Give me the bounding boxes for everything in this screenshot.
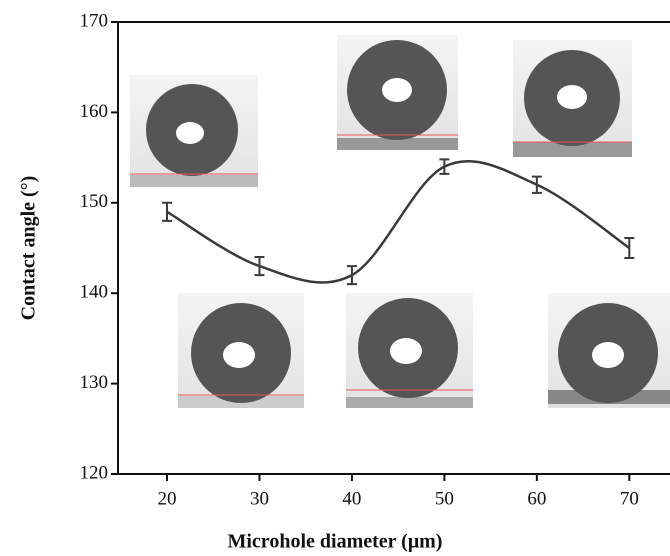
droplet-image (513, 40, 632, 157)
error-bar (439, 158, 450, 175)
x-tick-label: 20 (158, 488, 177, 509)
y-tick-label: 130 (80, 372, 109, 393)
x-axis-title: Microhole diameter (μm) (228, 531, 443, 553)
error-bar (624, 237, 635, 259)
y-tick-label: 160 (80, 101, 109, 122)
error-bar (162, 201, 173, 222)
droplet-image (548, 293, 670, 408)
error-bar (254, 256, 265, 277)
y-tick-label: 150 (80, 191, 109, 212)
x-tick-label: 50 (435, 488, 454, 509)
droplet-image (178, 293, 304, 408)
droplet-image (337, 35, 458, 150)
error-bar (346, 265, 357, 286)
x-tick-label: 30 (250, 488, 269, 509)
y-tick-label: 120 (80, 462, 109, 483)
series-line (166, 159, 631, 284)
x-tick-label: 70 (620, 488, 639, 509)
droplet-images (130, 35, 670, 408)
droplet-image (130, 75, 258, 187)
y-axis-title: Contact angle (°) (18, 176, 40, 321)
y-tick-label: 170 (80, 10, 109, 31)
x-tick-label: 60 (527, 488, 546, 509)
droplet-image (346, 293, 473, 408)
y-tick-label: 140 (80, 282, 109, 303)
x-tick-label: 40 (342, 488, 361, 509)
error-bar (531, 175, 542, 194)
